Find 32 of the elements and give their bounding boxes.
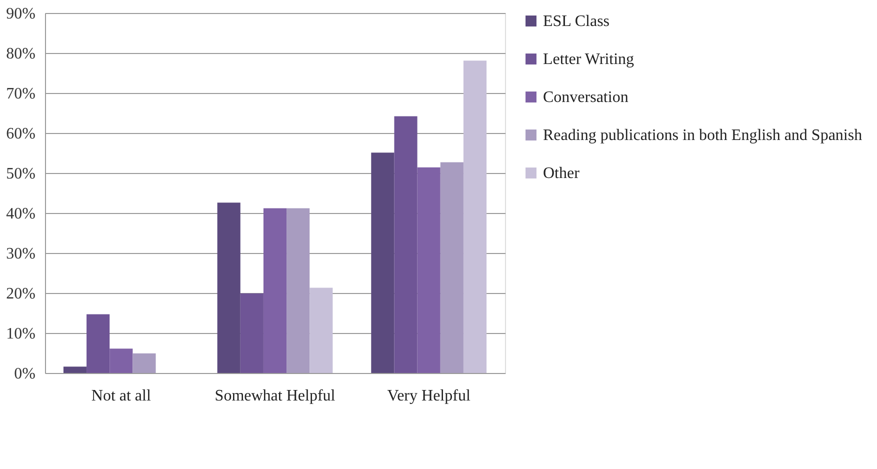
legend-label: Reading publications in both English and Spanish [543,127,862,144]
y-tick-label: 60% [6,126,36,142]
x-tick-label: Very Helpful [387,388,471,404]
y-tick-label: 0% [14,366,36,382]
bar [240,293,264,373]
y-tick-label: 10% [6,326,36,342]
y-tick-label: 80% [6,46,36,62]
bar [110,348,133,373]
bar [217,202,240,373]
y-tick-label: 20% [6,286,36,302]
y-tick-label: 30% [6,246,36,262]
bar [286,208,310,373]
bar [417,167,440,373]
y-tick-label: 70% [6,86,36,102]
x-tick-label: Somewhat Helpful [214,388,336,404]
bar [132,353,156,373]
bar [310,288,333,373]
y-tick-label: 40% [6,206,36,222]
y-tick-label: 90% [6,6,36,22]
bar [63,366,87,373]
legend-label: Other [543,165,580,182]
bar [394,116,418,373]
legend-label: ESL Class [543,13,610,30]
bar [371,152,394,373]
bar [263,208,287,373]
bar [463,60,487,373]
bar [86,314,110,373]
legend-label: Letter Writing [543,51,634,68]
y-tick-label: 50% [6,166,36,182]
legend-label: Conversation [543,89,628,106]
bar [440,162,464,373]
x-tick-label: Not at all [91,388,152,404]
